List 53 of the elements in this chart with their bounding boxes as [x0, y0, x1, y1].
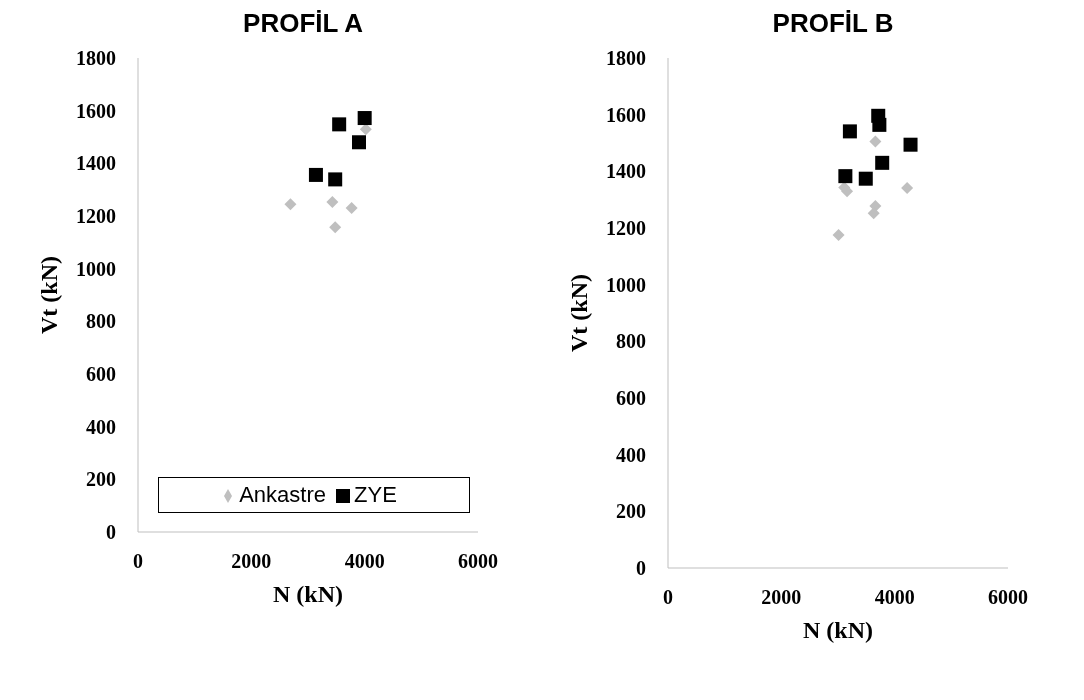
- point: [875, 155, 890, 170]
- y-tick-label: 1600: [76, 99, 116, 122]
- y-tick-label: 1000: [606, 273, 646, 296]
- y-tick-label: 1200: [606, 217, 646, 240]
- x-tick-label: 4000: [344, 550, 385, 573]
- point: [901, 182, 914, 195]
- y-tick-label: 1200: [76, 205, 116, 228]
- point: [832, 229, 845, 242]
- x-tick-label: 0: [133, 550, 143, 573]
- x-axis-title: N (kN): [273, 581, 343, 607]
- y-tick-label: 1400: [606, 160, 646, 183]
- point: [308, 167, 323, 182]
- x-tick-label: 6000: [988, 586, 1028, 609]
- y-tick-label: 1800: [606, 47, 646, 70]
- point: [858, 171, 873, 186]
- y-tick-label: 1600: [606, 103, 646, 126]
- y-tick-label: 400: [616, 443, 646, 466]
- x-tick-label: 4000: [874, 586, 915, 609]
- x-axis-title: N (kN): [803, 617, 873, 643]
- y-tick-label: 600: [86, 363, 116, 386]
- y-tick-label: 1400: [76, 152, 116, 175]
- chart-title: PROFİL B: [771, 8, 895, 40]
- y-tick-label: 1800: [76, 47, 116, 70]
- point: [872, 117, 887, 132]
- point: [326, 196, 339, 209]
- point: [332, 117, 347, 132]
- point: [328, 172, 343, 187]
- point: [345, 202, 358, 215]
- point: [869, 135, 882, 148]
- x-tick-label: 2000: [761, 586, 802, 609]
- x-tick-label: 2000: [231, 550, 272, 573]
- point: [838, 169, 853, 184]
- point: [284, 198, 297, 211]
- legend-label: Ankastre: [239, 482, 327, 507]
- point: [329, 221, 342, 234]
- y-tick-label: 200: [616, 500, 646, 523]
- point: [903, 137, 918, 152]
- x-tick-label: 6000: [458, 550, 498, 573]
- point: [357, 111, 372, 126]
- legend-label: ZYE: [354, 482, 397, 507]
- y-axis-title: Vt (kN): [565, 274, 592, 352]
- y-tick-label: 600: [616, 387, 646, 410]
- point: [352, 135, 366, 150]
- y-tick-label: 200: [86, 468, 116, 491]
- y-axis-title: Vt (kN): [35, 256, 62, 334]
- chart-title: PROFİL A: [242, 8, 364, 40]
- y-tick-label: 0: [106, 521, 116, 544]
- point: [842, 124, 857, 139]
- y-tick-label: 400: [86, 415, 116, 438]
- y-tick-label: 1000: [76, 257, 116, 280]
- y-tick-label: 800: [616, 330, 646, 353]
- x-tick-label: 0: [663, 586, 673, 609]
- y-tick-label: 800: [86, 310, 116, 333]
